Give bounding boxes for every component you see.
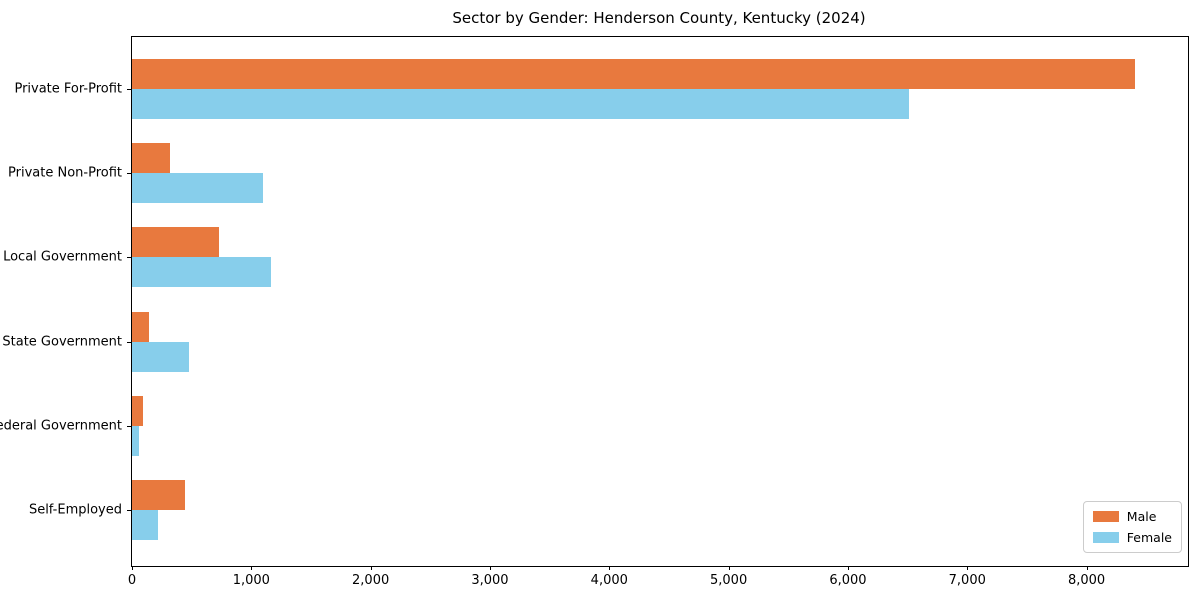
legend-entry-male: Male [1092,509,1172,524]
bar-male-5 [132,480,185,510]
x-tick-mark [847,566,849,570]
x-tick-mark [132,566,133,570]
x-tick-label: 3,000 [471,573,509,588]
plot-area: Private For-Profit Private Non-Profit Loca… [0,36,1189,588]
x-tick-mark [609,566,611,570]
y-tick-label: Federal Government [0,418,122,434]
y-tick-mark [127,341,131,343]
bar-female-3 [132,341,189,372]
bar-female-0 [132,89,909,119]
y-tick-mark [127,510,131,511]
x-tick-label: 4,000 [590,573,628,588]
x-tick-label: 2,000 [352,573,390,588]
bar-male-3 [132,311,149,342]
legend-label-male: Male [1126,509,1157,524]
x-tick-label: 0 [127,573,137,588]
y-tick-mark [127,89,131,90]
legend: Male Female [1082,501,1182,553]
legend-label-female: Female [1126,530,1172,545]
bar-female-1 [132,173,263,204]
bar-male-1 [132,143,170,174]
legend-swatch-male [1092,511,1119,522]
bar-male-2 [132,227,219,258]
x-tick-label: 6,000 [829,573,867,588]
y-tick-mark [127,173,131,175]
y-tick-mark [127,257,131,259]
bar-male-4 [132,395,143,426]
y-tick-label: Local Government [3,249,122,265]
bar-male-0 [132,59,1135,89]
bar-female-2 [132,257,271,288]
y-tick-mark [127,425,131,427]
x-tick-label: 8,000 [1067,573,1106,588]
bar-female-4 [132,425,139,456]
y-tick-label: Self-Employed [28,502,122,518]
x-tick-mark [251,566,253,570]
y-tick-label: Private For-Profit [14,81,122,97]
x-tick-label: 1,000 [232,573,270,588]
chart-title: Sector by Gender: Henderson County, Kent… [452,9,866,27]
y-tick-label: State Government [2,334,122,350]
legend-swatch-female [1092,532,1119,543]
x-tick-mark [967,566,969,570]
legend-entry-female: Female [1092,530,1172,545]
x-tick-mark [1086,566,1088,570]
y-tick-label: Private Non-Profit [8,165,122,181]
bar-female-5 [132,510,158,540]
x-tick-mark [728,566,730,570]
x-tick-mark [489,566,491,570]
x-tick-label: 7,000 [948,573,986,588]
x-tick-mark [370,566,372,570]
x-tick-label: 5,000 [710,573,748,588]
